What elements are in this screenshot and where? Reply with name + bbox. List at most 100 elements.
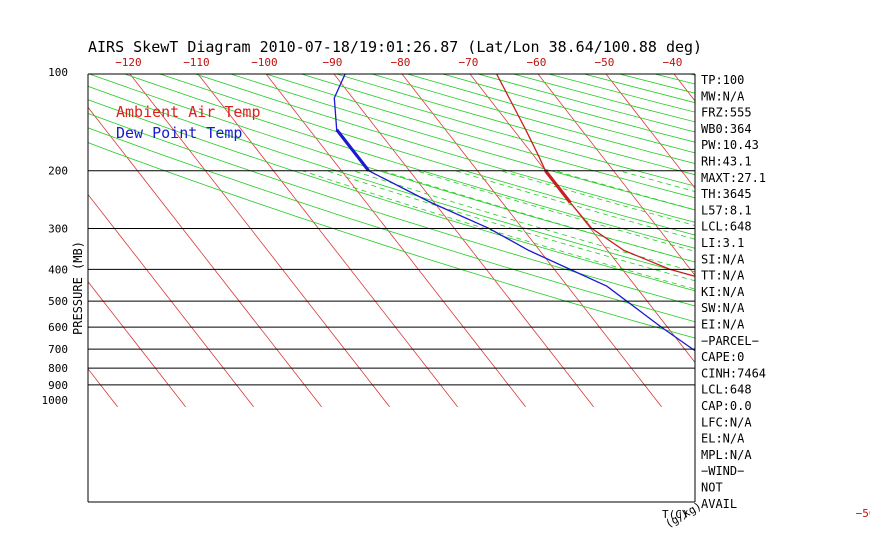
dry-adiabat-line [158,74,695,236]
index-item: LCL:648 [701,220,752,234]
frame-layer [87,73,696,503]
grid-layer [0,72,870,408]
dry-adiabat-line [88,74,695,263]
top-temp-tick-label: −70 [459,56,479,69]
top-temp-tick-label: −100 [251,56,278,69]
dry-adiabat-line [88,142,695,339]
isotherm-line [129,74,390,408]
isotherm-line [0,72,50,407]
isotherm-line [469,74,695,364]
dry-adiabat-line [88,113,695,307]
index-item: NOT [701,481,723,495]
dry-adiabat-line [788,72,870,407]
isotherm-line [740,72,870,407]
chart-title: AIRS SkewT Diagram 2010-07-18/19:01:26.8… [88,38,702,56]
moist-adiabat-line [416,170,695,252]
index-item: RH:43.1 [701,155,752,169]
dry-adiabat-line [823,72,870,407]
y-axis-label: PRESSURE (MB) [71,241,85,335]
isotherm-line [88,193,254,408]
top-temp-tick-label: −110 [183,56,210,69]
isotherm-line [605,74,695,189]
dry-adiabat-line [194,74,695,223]
dry-adiabat-line [299,74,695,187]
index-item: EI:N/A [701,318,745,332]
moist-adiabat-line [352,170,695,273]
mixing-ratio-unit-label: (g/kg) [663,499,704,530]
index-item: MAXT:27.1 [701,171,766,185]
index-item: TH:3645 [701,187,752,201]
index-item: FRZ:555 [701,106,752,120]
dry-adiabat-line [229,74,695,211]
top-temp-tick-label: −120 [115,56,142,69]
top-temp-tick-label: −90 [323,56,343,69]
ambient-temp-line [495,74,695,277]
index-item: MPL:N/A [701,448,752,462]
index-item: SW:N/A [701,301,745,315]
pressure-tick-label: 200 [48,165,68,178]
index-item: AVAIL [701,497,737,511]
legend-dew-point-temp: Dew Point Temp [116,124,242,142]
index-item: TT:N/A [701,269,745,283]
mixing-ratio-line [862,269,870,406]
dry-adiabat-line [405,74,695,154]
index-item: MW:N/A [701,89,745,103]
index-item: KI:N/A [701,285,745,299]
mixing-ratio-line [759,269,870,406]
index-item: LCL:648 [701,383,752,397]
dry-adiabat-line [858,72,870,407]
pressure-tick-label: 600 [48,321,68,334]
pressure-tick-label: 100 [48,66,68,79]
dew-point-bold-segment [335,128,370,172]
isotherm-line [401,74,662,408]
moist-adiabat-line [455,170,695,240]
pressure-tick-label: 1000 [42,394,69,407]
dry-adiabat-line [653,74,695,85]
top-temp-tick-label: −60 [527,56,547,69]
top-temp-tick-label: −40 [663,56,683,69]
pressure-tick-label: 900 [48,379,68,392]
isotherm-line [197,74,458,408]
bottom-temp-tick-label: −50 [856,507,870,520]
dry-adiabat-line [88,85,695,277]
index-item: −WIND− [701,464,744,478]
ambient-temp-bold-segment [544,169,572,204]
isotherm-line [333,74,594,408]
index-item: PW:10.43 [701,138,759,152]
dry-adiabat-line [511,74,695,123]
dry-adiabat-line [88,127,695,323]
pressure-tick-label: 500 [48,295,68,308]
mixing-ratio-line [802,269,870,406]
dry-adiabat-line [88,99,695,292]
pressure-tick-label: 800 [48,362,68,375]
legend-ambient-air-temp: Ambient Air Temp [116,103,261,121]
moist-adiabat-line [382,170,695,263]
isotherm-line [265,74,526,408]
top-temp-tick-label: −80 [391,56,411,69]
pressure-tick-label: 400 [48,263,68,276]
top-temp-tick-label: −50 [595,56,615,69]
index-item: CINH:7464 [701,366,766,380]
index-item: CAPE:0 [701,350,744,364]
dry-adiabat-line [123,74,695,249]
pressure-tick-label: 700 [48,343,68,356]
index-item: WB0:364 [701,122,752,136]
moist-adiabat-line [500,170,695,226]
series-layer [333,74,695,352]
indices-panel: TP:100 MW:N/A FRZ:555 WB0:364 PW:10.43 RH:43.… [701,73,766,511]
isotherm-line [537,74,695,276]
isotherm-line [808,72,870,407]
index-item: EL:N/A [701,432,745,446]
index-item: TP:100 [701,73,744,87]
tick-label-layer: 100 200 300 400 500 600 700 800 900 1000 −120 −110 −… [42,56,870,520]
isotherm-line [88,281,186,408]
index-item: LFC:N/A [701,415,752,429]
moist-adiabat-line [326,170,695,282]
index-item: CAP:0.0 [701,399,752,413]
dry-adiabat-line [752,72,870,407]
index-item: −PARCEL− [701,334,759,348]
moist-adiabat-line [302,170,695,290]
isotherm-line [88,106,322,408]
